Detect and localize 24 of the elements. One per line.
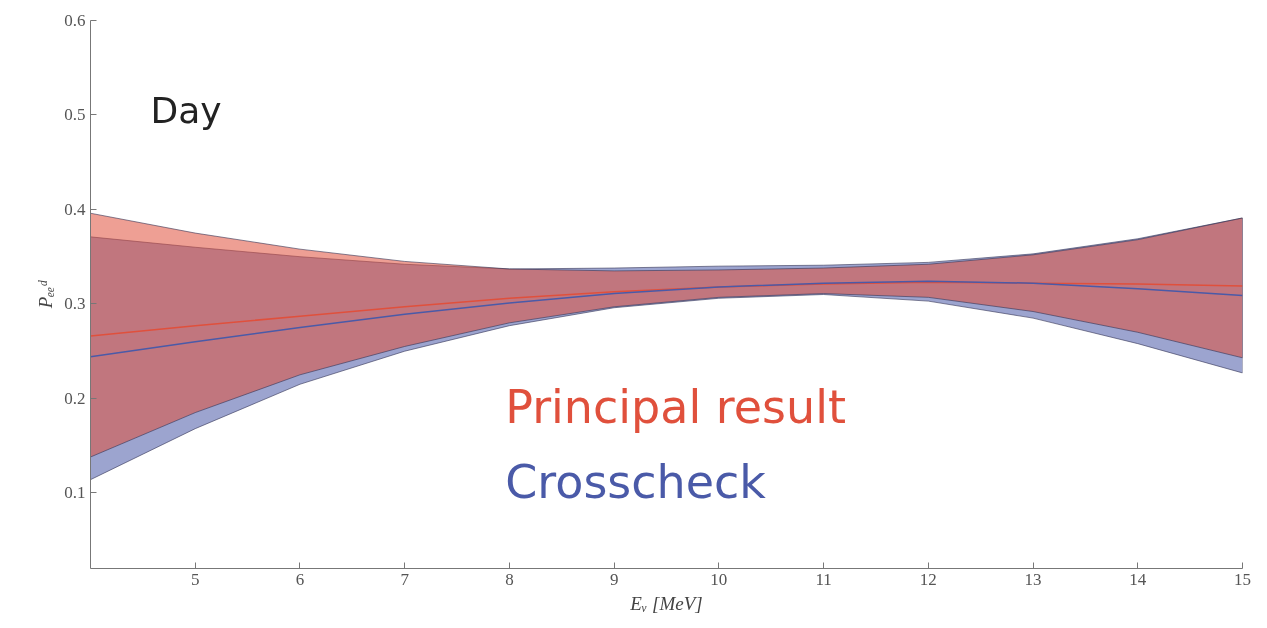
x-tick-label: 11 — [815, 569, 832, 589]
y-tick-label: 0.5 — [64, 105, 86, 125]
x-tick-label: 10 — [710, 569, 728, 589]
series-label: Principal result — [505, 380, 846, 435]
y-axis-title: Pₑₑᵈ — [35, 279, 57, 310]
x-tick-label: 9 — [609, 569, 619, 589]
x-tick-label: 6 — [295, 569, 305, 589]
x-tick-label: 14 — [1129, 569, 1147, 589]
x-tick-label: 12 — [919, 569, 937, 589]
x-axis-title: Eᵥ [MeV] — [629, 592, 703, 614]
x-tick-label: 5 — [190, 569, 200, 589]
line-series — [90, 281, 1243, 337]
x-tick-label: 13 — [1024, 569, 1042, 589]
y-tick-label: 0.2 — [64, 388, 86, 408]
x-tick-label: 15 — [1234, 569, 1251, 589]
annotation: Day — [150, 89, 222, 131]
y-tick-label: 0.4 — [64, 199, 86, 219]
line-series — [90, 280, 1243, 358]
text: Crosscheck — [505, 455, 767, 510]
y-tick-label: 0.3 — [64, 294, 86, 314]
y-tick-label: 0.6 — [64, 11, 86, 30]
x-tick-label: 8 — [505, 569, 514, 589]
x-tick-label: 7 — [400, 569, 410, 589]
y-tick-label: 0.1 — [64, 483, 86, 503]
